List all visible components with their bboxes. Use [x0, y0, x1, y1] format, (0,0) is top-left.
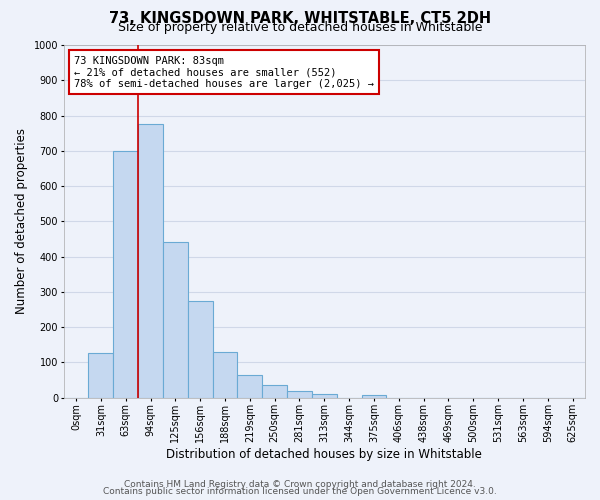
Bar [362, 394, 386, 398]
Bar [312, 394, 337, 398]
Bar [113, 151, 138, 398]
Text: Contains HM Land Registry data © Crown copyright and database right 2024.: Contains HM Land Registry data © Crown c… [124, 480, 476, 489]
Text: Contains public sector information licensed under the Open Government Licence v3: Contains public sector information licen… [103, 487, 497, 496]
Bar [212, 352, 238, 398]
Bar [188, 300, 212, 398]
Y-axis label: Number of detached properties: Number of detached properties [15, 128, 28, 314]
Bar [88, 354, 113, 398]
Text: Size of property relative to detached houses in Whitstable: Size of property relative to detached ho… [118, 22, 482, 35]
Bar [138, 124, 163, 398]
X-axis label: Distribution of detached houses by size in Whitstable: Distribution of detached houses by size … [166, 448, 482, 461]
Bar [262, 385, 287, 398]
Bar [238, 374, 262, 398]
Bar [287, 391, 312, 398]
Text: 73, KINGSDOWN PARK, WHITSTABLE, CT5 2DH: 73, KINGSDOWN PARK, WHITSTABLE, CT5 2DH [109, 11, 491, 26]
Text: 73 KINGSDOWN PARK: 83sqm
← 21% of detached houses are smaller (552)
78% of semi-: 73 KINGSDOWN PARK: 83sqm ← 21% of detach… [74, 56, 374, 89]
Bar [163, 242, 188, 398]
